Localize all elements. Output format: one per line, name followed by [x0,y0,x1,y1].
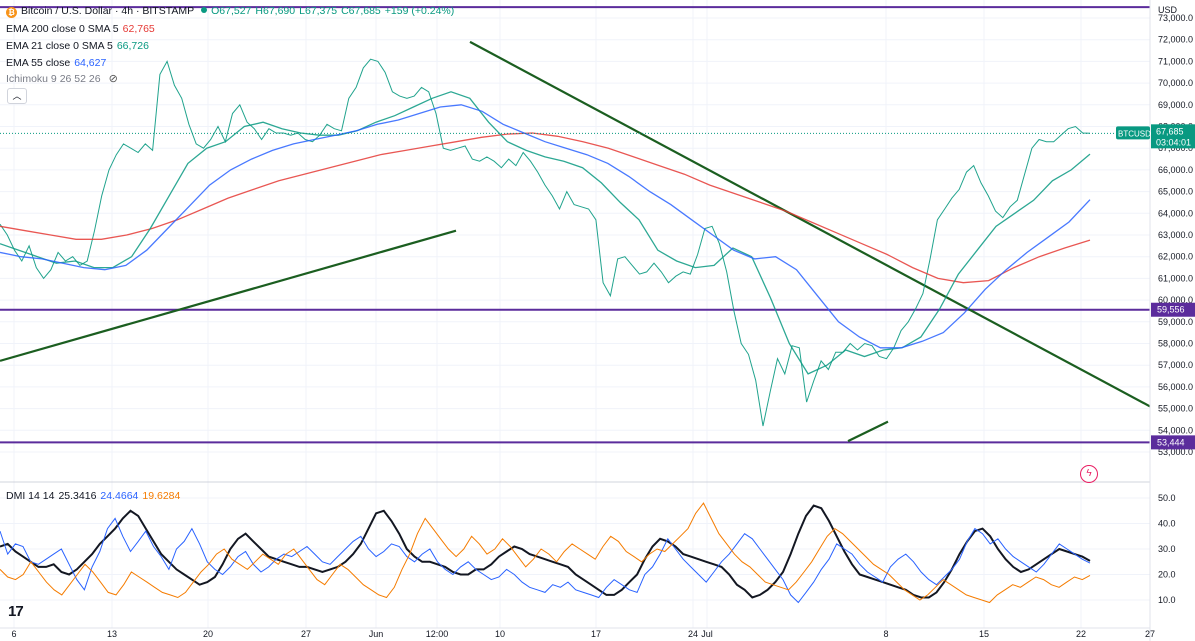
indicator-ema55[interactable]: EMA 55 close 64,627 [6,56,110,70]
price-tick-label: 62,000.0 [1158,252,1193,262]
price-tick-label: 53,000.0 [1158,447,1193,457]
open-value: O67,527 [211,5,252,17]
currency-label: USD [1158,5,1178,15]
high-value: H67,690 [255,5,296,17]
dmi-tick-label: 30.0 [1158,544,1176,554]
symbol-title: Bitcoin / U.S. Dollar · 4h · BITSTAMP [21,5,195,17]
price-tick-label: 57,000.0 [1158,360,1193,370]
series-line-ema55 [0,104,1091,349]
time-tick-label: 10 [495,629,505,639]
time-tick-label: Jul [701,629,713,639]
price-axis: 53,000.0 54,000.0 55,000.0 56,000.0 57,000.0… [1149,0,1195,641]
level-tag-label: 59,556 [1157,305,1185,315]
dmi-tick-label: 10.0 [1158,595,1176,605]
series-line-ema21 [0,91,1091,375]
price-tick-label: 65,000.0 [1158,187,1193,197]
trendline [0,229,457,362]
price-tick-label: 59,000.0 [1158,317,1193,327]
symbol-legend: ₿ Bitcoin / U.S. Dollar · 4h · BITSTAMP O6… [6,4,458,18]
price-tick-label: 71,000.0 [1158,56,1193,66]
level-tag [1151,302,1195,317]
indicator-value: 64,627 [74,57,107,69]
close-value: C67,685 [341,5,381,17]
tradingview-logo[interactable]: 17 [8,603,24,620]
series-line-ema200 [0,132,1091,284]
price-tick-label: 69,000.0 [1158,100,1193,110]
time-tick-label: 12:00 [426,629,449,639]
indicator-value: 62,765 [122,23,155,35]
trendlines [0,40,1151,443]
series-lines [0,58,1091,427]
price-tick-label: 63,000.0 [1158,230,1193,240]
indicator-ema200[interactable]: EMA 200 close 0 SMA 5 62,765 [6,22,159,36]
time-tick-label: 27 [301,629,311,639]
trendline [847,420,889,443]
axis-background [1150,0,1195,641]
level-tag [1151,435,1195,450]
time-tick-label: Jun [369,629,384,639]
bitcoin-icon: ₿ [6,7,17,18]
adx-value: 25.3416 [58,490,97,502]
price-tick-label: 70,000.0 [1158,78,1193,88]
eye-hidden-icon[interactable]: ⊘ [108,73,118,85]
price-tick-label: 55,000.0 [1158,404,1193,414]
countdown-label: 03:04:01 [1156,137,1191,147]
time-axis: 6 13 20 27 Jun 12:00 10 17 24 Jul 8 15 22 27 [0,627,1155,639]
low-value: L67,375 [299,5,338,17]
dmi-axis: 10.0 20.0 30.0 40.0 50.0 [1158,493,1176,605]
symbol-tag-label: BTCUSD [1118,129,1151,138]
dmi-line-minusdi [0,502,1091,604]
change-value: +159 (+0.24%) [384,5,455,17]
dmi-legend[interactable]: DMI 14 14 25.3416 24.4664 19.6284 [6,489,184,503]
dmi-tick-label: 50.0 [1158,493,1176,503]
indicator-ichimoku[interactable]: Ichimoku 9 26 52 26 ⊘ [6,72,122,86]
dmi-tick-label: 20.0 [1158,570,1176,580]
dmi-line-plusdi [0,517,1091,604]
price-tick-label: 64,000.0 [1158,208,1193,218]
price-tick-label: 72,000.0 [1158,35,1193,45]
flash-icon[interactable]: ϟ [1080,465,1098,483]
last-price-label: 67,685 [1156,126,1184,136]
price-tick-label: 66,000.0 [1158,165,1193,175]
last-price-tag [1151,124,1195,149]
level-tag-label: 53,444 [1157,437,1185,447]
time-tick-label: 27 [1145,629,1155,639]
minus-di-value: 19.6284 [142,490,181,502]
indicator-ema21[interactable]: EMA 21 close 0 SMA 5 66,726 [6,39,153,53]
indicator-label: EMA 200 close 0 SMA 5 [6,23,119,35]
trendline [469,40,1151,408]
time-tick-label: 6 [11,629,16,639]
time-tick-label: 17 [591,629,601,639]
market-open-icon [201,7,208,13]
symbol-tag [1116,126,1150,140]
price-tick-label: 54,000.0 [1158,425,1193,435]
price-tick-label: 58,000.0 [1158,339,1193,349]
series-line-btcusd [0,58,1091,427]
price-tick-label: 61,000.0 [1158,273,1193,283]
time-tick-label: 22 [1076,629,1086,639]
time-tick-label: 20 [203,629,213,639]
dmi-pane [0,481,1195,604]
chevron-up-icon[interactable]: ︿ [7,88,27,104]
time-tick-label: 15 [979,629,989,639]
indicator-label: EMA 55 close [6,57,71,69]
price-tick-label: 73,000.0 [1158,13,1193,23]
time-tick-label: 13 [107,629,117,639]
plus-di-value: 24.4664 [100,490,139,502]
indicator-label: Ichimoku 9 26 52 26 [6,73,101,85]
indicator-label: EMA 21 close 0 SMA 5 [6,40,113,52]
time-tick-label: 8 [883,629,888,639]
price-tick-label: 56,000.0 [1158,382,1193,392]
dmi-line-adx [0,504,1091,599]
dmi-tick-label: 40.0 [1158,519,1176,529]
price-tick-label: 60,000.0 [1158,295,1193,305]
time-tick-label: 24 [688,629,698,639]
indicator-value: 66,726 [116,40,149,52]
horizontal-levels [0,6,1150,444]
dmi-label: DMI 14 14 [6,490,55,502]
